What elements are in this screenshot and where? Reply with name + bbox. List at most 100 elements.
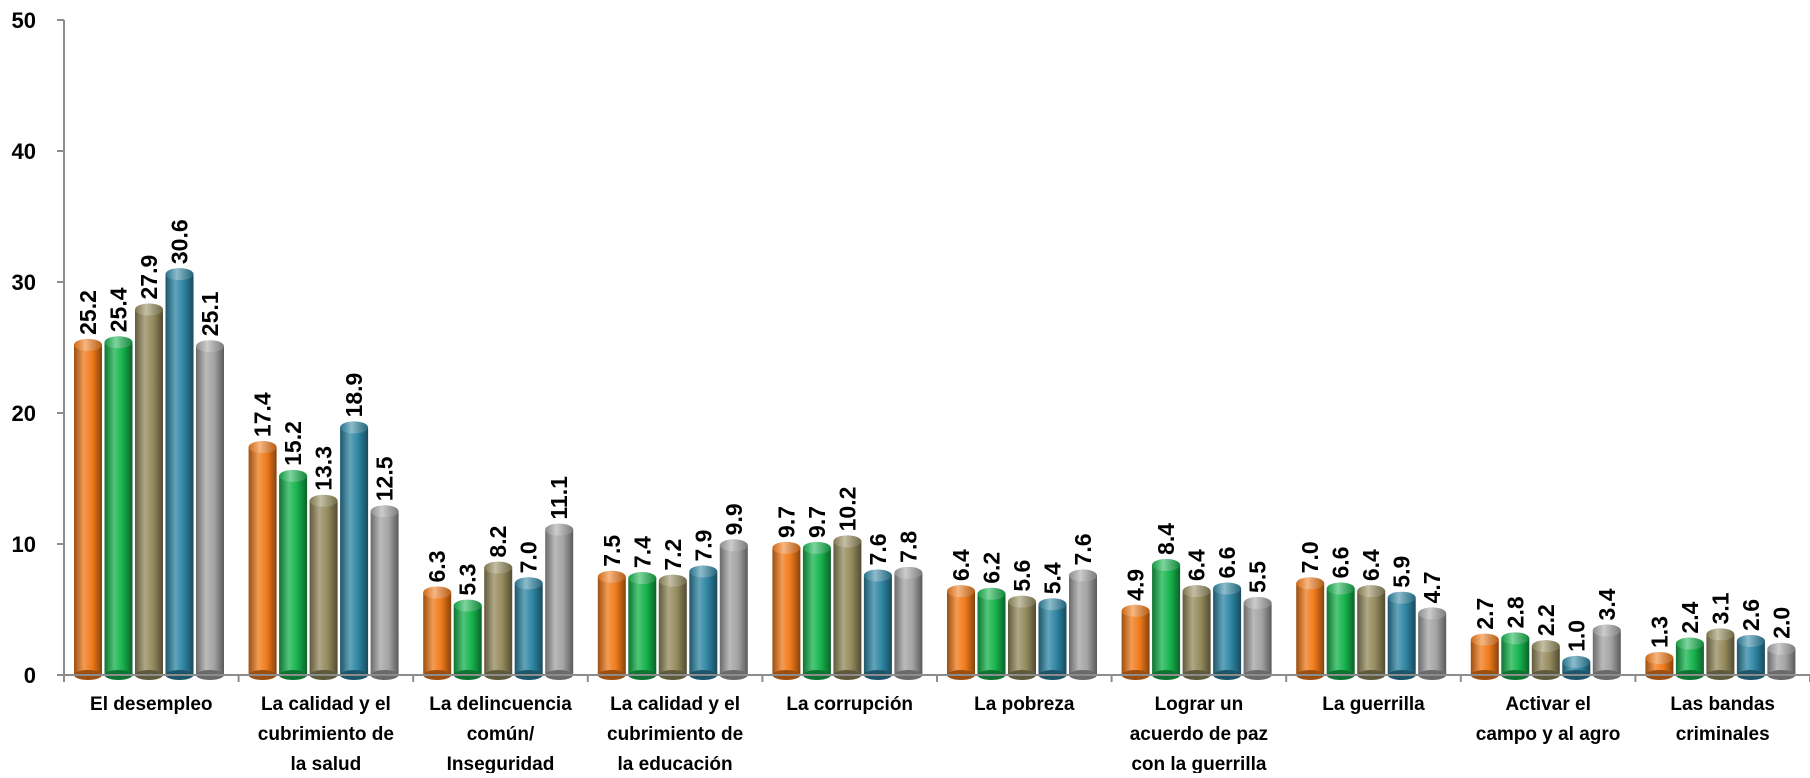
data-label: 7.0	[1297, 541, 1323, 573]
bar	[104, 336, 133, 680]
bar	[1008, 595, 1036, 680]
bar	[894, 566, 923, 680]
data-label: 2.2	[1533, 604, 1559, 636]
bar	[802, 541, 831, 680]
y-tick-label: 0	[24, 663, 36, 688]
bars	[74, 268, 1796, 680]
bar	[514, 577, 543, 680]
data-label: 9.7	[773, 506, 799, 538]
data-label: 15.2	[280, 421, 306, 466]
bar	[947, 585, 975, 680]
bar	[453, 599, 482, 680]
y-tick-label: 40	[12, 139, 36, 164]
data-label: 4.7	[1419, 571, 1445, 603]
data-label: 5.5	[1245, 561, 1271, 593]
data-label: 25.1	[197, 291, 223, 336]
data-label: 25.4	[106, 287, 132, 332]
bar	[545, 523, 574, 680]
data-label: 6.6	[1214, 547, 1240, 579]
bar	[1121, 604, 1150, 680]
bar	[658, 574, 687, 680]
bar	[74, 338, 102, 680]
bar	[597, 570, 626, 680]
bar	[1296, 577, 1325, 680]
bar	[1387, 591, 1416, 680]
data-labels: 25.2 17.4 6.3 7.5 9.7 6.4 4.9 7.0 2.7 1.3 25.4 15.2…	[75, 219, 1794, 652]
x-category-label: Las bandas criminales	[1670, 694, 1775, 745]
data-label: 2.6	[1738, 599, 1764, 631]
data-label: 6.4	[1184, 549, 1210, 581]
data-label: 7.5	[599, 535, 625, 567]
x-axis: El desempleo La calidad y el cubrimiento d…	[63, 674, 1810, 775]
data-label: 6.6	[1328, 547, 1354, 579]
bar	[1152, 558, 1181, 680]
bar	[135, 303, 163, 680]
x-category-label: La delincuencia común/Inseguridad	[429, 694, 572, 773]
bar	[689, 565, 718, 680]
data-label: 12.5	[372, 456, 398, 501]
data-label: 27.9	[136, 255, 162, 300]
data-label: 5.3	[455, 564, 481, 596]
data-label: 8.4	[1153, 523, 1179, 555]
data-label: 25.2	[75, 290, 101, 335]
bar	[1213, 582, 1242, 680]
data-label: 2.8	[1502, 596, 1528, 628]
x-category-label: La calidad y el cubrimiento de la educació…	[607, 694, 743, 773]
bar	[1706, 628, 1735, 680]
data-label: 18.9	[341, 373, 367, 418]
bar	[1182, 585, 1211, 680]
data-label: 9.9	[721, 503, 747, 535]
bar	[279, 469, 308, 680]
data-label: 2.0	[1768, 607, 1794, 639]
bar	[165, 268, 194, 680]
bar	[833, 535, 862, 680]
bar	[1470, 633, 1499, 680]
x-category-label: La guerrilla	[1322, 694, 1425, 715]
bar	[1326, 582, 1355, 680]
data-label: 7.6	[1070, 533, 1096, 565]
data-label: 10.2	[834, 487, 860, 532]
x-category-label: La pobreza	[974, 694, 1075, 715]
data-label: 7.2	[660, 539, 686, 571]
bar	[719, 539, 748, 680]
y-tick-label: 20	[12, 401, 36, 426]
data-label: 6.3	[424, 550, 450, 582]
data-label: 8.2	[485, 526, 511, 558]
data-label: 6.4	[948, 549, 974, 581]
y-tick-label: 50	[12, 8, 36, 33]
data-label: 7.0	[516, 541, 542, 573]
data-label: 5.4	[1040, 562, 1066, 594]
data-label: 7.6	[865, 533, 891, 565]
x-category-label: Activar el campo y al agro	[1476, 694, 1621, 745]
data-label: 6.2	[979, 552, 1005, 584]
bar	[1243, 596, 1272, 680]
y-tick-label: 10	[12, 532, 36, 557]
data-label: 7.8	[895, 531, 921, 563]
bar	[1675, 637, 1704, 680]
bar	[628, 572, 657, 680]
bar	[1069, 569, 1097, 680]
data-label: 3.1	[1707, 592, 1733, 624]
bar	[1562, 655, 1591, 680]
bar	[1038, 598, 1067, 680]
x-category-label: La calidad y el cubrimiento de la salud	[258, 694, 394, 773]
bar	[1736, 634, 1765, 680]
data-label: 5.6	[1009, 560, 1035, 592]
data-label: 9.7	[804, 506, 830, 538]
data-label: 13.3	[311, 446, 337, 491]
bar	[248, 441, 277, 680]
x-category-label: Lograr un acuerdo de paz con la guerrilla	[1130, 694, 1268, 773]
bar	[1645, 651, 1674, 680]
y-tick-label: 30	[12, 270, 36, 295]
bar	[863, 569, 892, 680]
bar	[340, 421, 369, 680]
bar	[423, 586, 452, 680]
data-label: 2.4	[1677, 601, 1703, 633]
data-label: 7.9	[690, 530, 716, 562]
data-label: 17.4	[250, 392, 276, 437]
data-label: 1.3	[1646, 616, 1672, 648]
bar	[1357, 585, 1386, 680]
data-label: 5.9	[1389, 556, 1415, 588]
